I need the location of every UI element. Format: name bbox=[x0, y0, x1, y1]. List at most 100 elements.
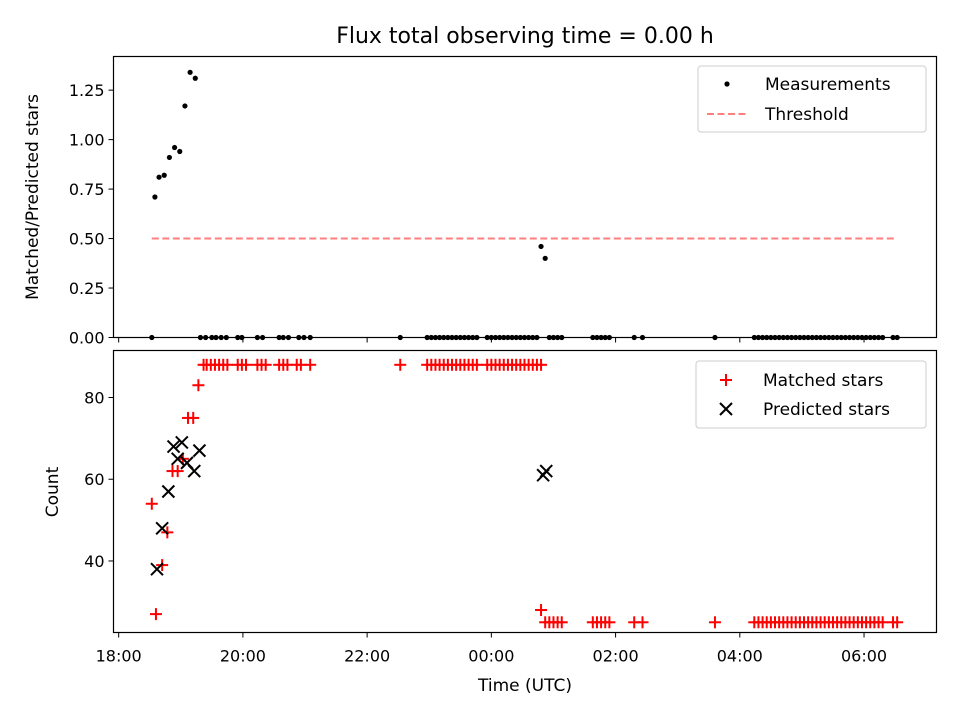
matched-stars-point bbox=[304, 358, 317, 371]
legend-marker-matched bbox=[720, 374, 732, 386]
measurements-point bbox=[526, 334, 532, 341]
measurements-point bbox=[594, 334, 600, 341]
measurements-point bbox=[559, 334, 565, 341]
measurements-point bbox=[285, 334, 292, 341]
measurements-point bbox=[457, 334, 463, 341]
bottom-y-axis-label: Count bbox=[43, 466, 63, 517]
measurements-point bbox=[768, 334, 774, 341]
matched-stars-point bbox=[145, 497, 158, 510]
predicted-stars-point bbox=[175, 435, 189, 450]
bottom-x-ticks: 18:00 20:00 22:00 00:00 02:00 04:00 06:00 bbox=[96, 632, 887, 666]
measurements-point bbox=[826, 334, 832, 341]
measurements-point bbox=[152, 194, 158, 200]
measurements-point bbox=[505, 334, 511, 341]
matched-stars-point bbox=[603, 616, 616, 629]
x-tick-label: 20:00 bbox=[220, 647, 266, 666]
measurements-point bbox=[474, 334, 480, 341]
measurements-point bbox=[801, 334, 807, 341]
measurements-point bbox=[513, 334, 519, 341]
matched-stars-point bbox=[708, 616, 721, 629]
matched-stars-point bbox=[555, 616, 568, 629]
measurements-point bbox=[432, 334, 439, 341]
measurements-point bbox=[280, 334, 286, 341]
bottom-y-ticks: 40 60 80 bbox=[84, 389, 114, 571]
measurements-point bbox=[239, 334, 245, 341]
measurements-point bbox=[470, 334, 476, 341]
x-tick-label: 00:00 bbox=[468, 647, 514, 666]
measurements-point bbox=[890, 334, 896, 341]
measurements-point bbox=[542, 255, 548, 261]
measurements-point bbox=[209, 334, 215, 341]
measurements-point bbox=[235, 334, 241, 341]
measurements-point bbox=[488, 334, 494, 341]
matched-stars-point bbox=[259, 358, 272, 371]
measurements-point bbox=[631, 334, 637, 341]
measurements-point bbox=[894, 334, 900, 341]
legend-label-predicted: Predicted stars bbox=[763, 400, 890, 420]
measurements-point bbox=[851, 334, 857, 341]
predicted-stars-point bbox=[170, 452, 185, 466]
matched-stars-point bbox=[240, 358, 253, 371]
measurements-point bbox=[550, 334, 557, 341]
legend-label-matched: Matched stars bbox=[763, 371, 883, 391]
y-tick-label: 0.50 bbox=[69, 230, 105, 249]
measurements-point bbox=[863, 334, 869, 341]
predicted-stars-point bbox=[187, 464, 201, 478]
x-tick-label: 22:00 bbox=[344, 647, 390, 666]
matched-stars-point bbox=[192, 379, 205, 392]
matched-stars-point bbox=[149, 608, 162, 621]
measurements-point bbox=[538, 243, 544, 250]
measurements-point bbox=[182, 103, 188, 109]
measurements-point bbox=[461, 334, 468, 341]
measurements-point bbox=[307, 334, 313, 341]
measurements-point bbox=[497, 334, 503, 341]
y-tick-label: 40 bbox=[84, 552, 104, 571]
legend-label-threshold: Threshold bbox=[764, 105, 849, 125]
measurements-point bbox=[639, 334, 646, 341]
predicted-stars-point bbox=[150, 562, 164, 576]
top-data-marks bbox=[149, 69, 900, 341]
matched-stars-point bbox=[470, 358, 483, 371]
matched-stars-point bbox=[535, 604, 548, 617]
measurements-point bbox=[218, 334, 224, 341]
matched-stars-point bbox=[221, 358, 234, 371]
measurements-point bbox=[177, 148, 183, 155]
measurements-point bbox=[817, 334, 824, 341]
measurements-point bbox=[712, 334, 718, 341]
measurements-point bbox=[465, 334, 472, 341]
measurements-point bbox=[772, 334, 778, 341]
measurements-point bbox=[453, 334, 459, 341]
x-tick-label: 18:00 bbox=[96, 647, 142, 666]
measurements-point bbox=[213, 334, 219, 341]
bottom-legend: Matched stars Predicted stars bbox=[695, 360, 927, 429]
measurements-point bbox=[780, 334, 786, 341]
predicted-stars-point bbox=[161, 484, 176, 499]
x-axis-label: Time (UTC) bbox=[477, 676, 572, 696]
measurements-point bbox=[546, 334, 552, 341]
legend-marker-predicted bbox=[719, 402, 733, 416]
measurements-point bbox=[449, 334, 455, 341]
measurements-point bbox=[156, 174, 162, 180]
measurements-point bbox=[197, 334, 204, 341]
measurements-point bbox=[521, 334, 528, 341]
top-legend: Measurements Threshold bbox=[697, 65, 927, 133]
measurements-point bbox=[192, 75, 198, 81]
measurements-point bbox=[223, 334, 229, 341]
measurements-point bbox=[871, 334, 877, 341]
measurements-point bbox=[809, 334, 815, 341]
measurements-point bbox=[838, 334, 844, 341]
measurements-point bbox=[296, 334, 302, 341]
y-tick-label: 0.00 bbox=[69, 329, 105, 348]
predicted-stars-point bbox=[166, 439, 181, 454]
bottom-panel-frame bbox=[112, 349, 938, 634]
measurements-point bbox=[254, 334, 260, 341]
measurements-point bbox=[445, 334, 451, 341]
measurements-point bbox=[805, 334, 811, 341]
measurements-point bbox=[492, 334, 499, 341]
bottom-data-marks bbox=[145, 358, 904, 629]
measurements-point bbox=[788, 334, 795, 341]
bottom-panel: 40 60 80 18:00 20:00 22:00 00:00 02:00 04:00 06:… bbox=[43, 349, 938, 696]
measurements-point bbox=[171, 144, 178, 151]
measurements-point bbox=[436, 334, 443, 341]
